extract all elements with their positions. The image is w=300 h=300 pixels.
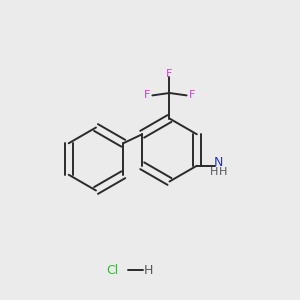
Text: F: F xyxy=(166,68,173,79)
Text: Cl: Cl xyxy=(106,263,119,277)
Text: H: H xyxy=(219,167,227,177)
Text: H: H xyxy=(144,263,153,277)
Text: H: H xyxy=(209,167,218,177)
Text: F: F xyxy=(144,90,150,100)
Text: F: F xyxy=(189,90,195,100)
Text: N: N xyxy=(214,156,223,169)
